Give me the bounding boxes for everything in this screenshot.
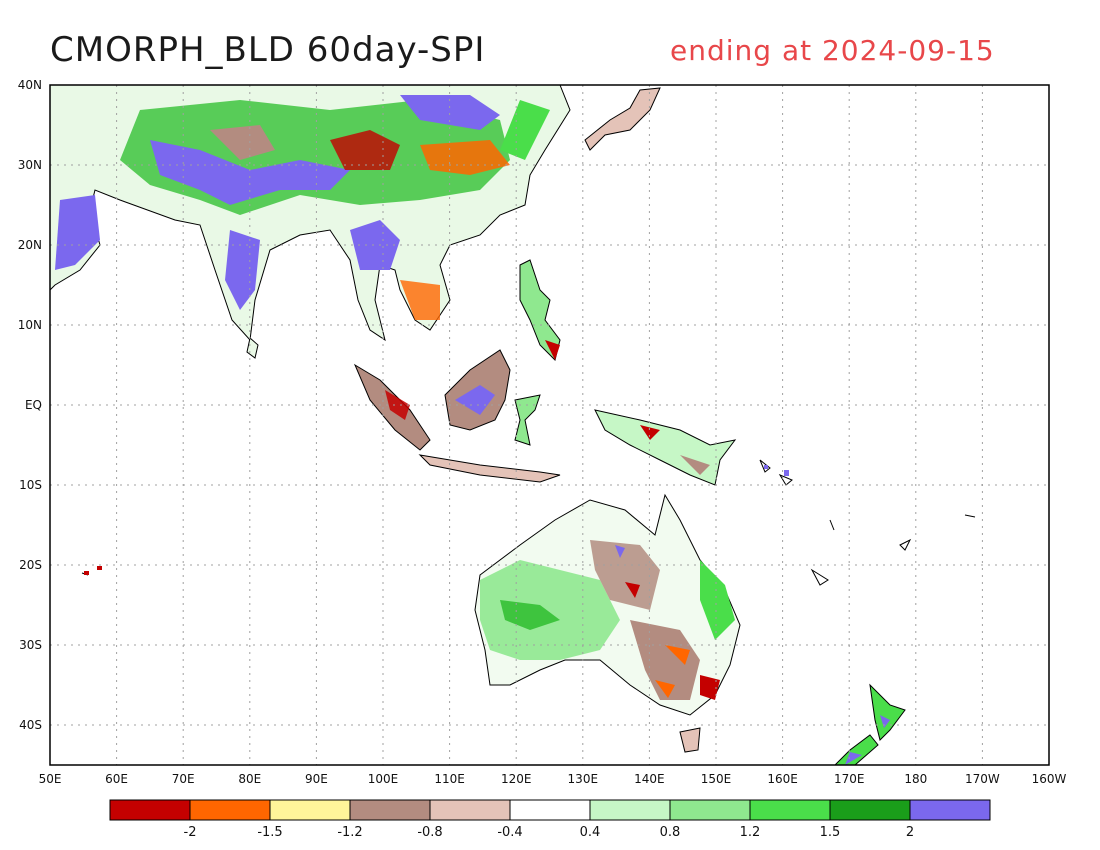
longitude-label: 70E	[172, 772, 195, 786]
sulawesi	[514, 394, 541, 446]
longitude-label: 130E	[568, 772, 599, 786]
colorbar-swatch	[429, 799, 511, 821]
island-mark	[97, 566, 102, 570]
colorbar-swatch	[109, 799, 191, 821]
island-mark	[784, 470, 789, 476]
island-mark	[84, 571, 89, 575]
colorbar-label: -0.4	[497, 825, 522, 840]
longitude-label: 170W	[965, 772, 1000, 786]
date-subtitle: ending at 2024-09-15	[670, 34, 995, 67]
longitude-label: 110E	[434, 772, 465, 786]
colorbar-swatch	[749, 799, 831, 821]
latitude-label: EQ	[25, 398, 42, 412]
colorbar-label: 0.4	[580, 825, 601, 840]
colorbar-swatch	[189, 799, 271, 821]
latitude-label: 40N	[18, 78, 42, 92]
colorbar-label: 1.2	[740, 825, 761, 840]
longitude-label: 140E	[634, 772, 665, 786]
colorbar-swatch	[509, 799, 591, 821]
colorbar-swatch	[269, 799, 351, 821]
colorbar-swatch	[669, 799, 751, 821]
longitude-labels: 50E 60E 70E 80E 90E 100E 110E 120E 130E 140E 150E 1…	[39, 772, 1067, 786]
colorbar-label: 1.5	[820, 825, 841, 840]
sumatra	[353, 363, 431, 451]
latitude-labels: 40N 30N 20N 10N EQ 10S 20S 30S 40S	[18, 78, 42, 732]
longitude-label: 50E	[39, 772, 62, 786]
java	[418, 454, 561, 483]
tasmania	[679, 727, 701, 753]
map-title: CMORPH_BLD 60day-SPI	[50, 30, 486, 70]
colorbar-label: 2	[906, 825, 914, 840]
new-guinea	[594, 409, 737, 486]
colorbar-swatch	[909, 799, 991, 821]
longitude-label: 100E	[368, 772, 399, 786]
asia-landmass	[50, 85, 571, 342]
longitude-label: 180	[904, 772, 927, 786]
graticule	[50, 85, 1049, 765]
map-border	[49, 84, 1050, 766]
latitude-label: 10S	[19, 478, 42, 492]
colorbar-swatch	[589, 799, 671, 821]
latitude-label: 40S	[19, 718, 42, 732]
longitude-label: 170E	[834, 772, 865, 786]
longitude-label: 80E	[238, 772, 261, 786]
longitude-label: 160E	[767, 772, 798, 786]
map-content	[50, 85, 976, 765]
longitude-label: 120E	[501, 772, 532, 786]
colorbar-label: -2	[184, 825, 197, 840]
longitude-label: 160W	[1032, 772, 1067, 786]
new-zealand	[834, 683, 906, 765]
longitude-label: 150E	[701, 772, 732, 786]
colorbar-swatch	[349, 799, 431, 821]
latitude-label: 30N	[18, 158, 42, 172]
japan	[584, 87, 661, 151]
philippines	[519, 259, 561, 361]
colorbar-label: 0.8	[660, 825, 681, 840]
latitude-label: 20N	[18, 238, 42, 252]
colorbar-label: -1.5	[257, 825, 282, 840]
longitude-label: 60E	[105, 772, 128, 786]
colorbar: -2 -1.5 -1.2 -0.8 -0.4 0.4 0.8 1.2 1.5 2	[109, 799, 991, 840]
colorbar-swatch	[829, 799, 911, 821]
borneo	[444, 349, 511, 431]
island-mark	[764, 465, 768, 469]
colorbar-label: -1.2	[337, 825, 362, 840]
latitude-label: 10N	[18, 318, 42, 332]
longitude-label: 90E	[305, 772, 328, 786]
australia	[474, 493, 741, 716]
latitude-label: 20S	[19, 558, 42, 572]
latitude-label: 30S	[19, 638, 42, 652]
colorbar-label: -0.8	[417, 825, 442, 840]
